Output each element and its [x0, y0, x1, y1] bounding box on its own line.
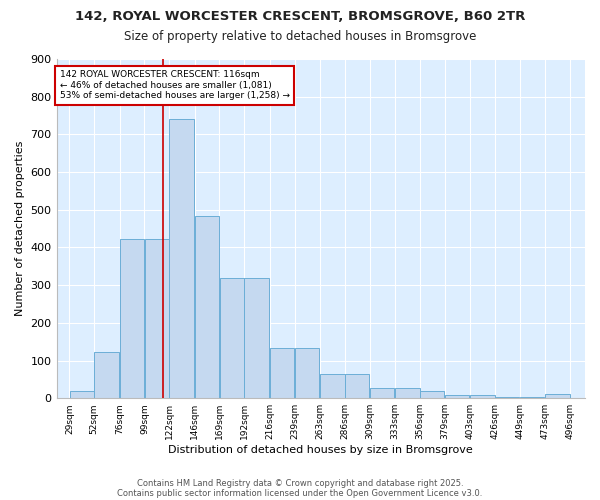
Text: Contains HM Land Registry data © Crown copyright and database right 2025.: Contains HM Land Registry data © Crown c… [137, 478, 463, 488]
Bar [244, 278, 269, 398]
Text: 142, ROYAL WORCESTER CRESCENT, BROMSGROVE, B60 2TR: 142, ROYAL WORCESTER CRESCENT, BROMSGROV… [75, 10, 525, 23]
Bar [169, 120, 194, 398]
Bar [495, 396, 520, 398]
Text: Size of property relative to detached houses in Bromsgrove: Size of property relative to detached ho… [124, 30, 476, 43]
Bar [370, 388, 394, 398]
Bar [295, 348, 319, 398]
Bar [345, 374, 370, 398]
Bar [195, 216, 220, 398]
Bar [220, 278, 244, 398]
Bar [545, 394, 570, 398]
Text: Contains public sector information licensed under the Open Government Licence v3: Contains public sector information licen… [118, 488, 482, 498]
Bar [120, 239, 144, 398]
Bar [445, 395, 469, 398]
Text: 142 ROYAL WORCESTER CRESCENT: 116sqm
← 46% of detached houses are smaller (1,081: 142 ROYAL WORCESTER CRESCENT: 116sqm ← 4… [60, 70, 290, 100]
Bar [320, 374, 345, 398]
Bar [94, 352, 119, 398]
Bar [420, 390, 445, 398]
X-axis label: Distribution of detached houses by size in Bromsgrove: Distribution of detached houses by size … [169, 445, 473, 455]
Bar [395, 388, 420, 398]
Bar [270, 348, 295, 398]
Bar [470, 395, 495, 398]
Bar [145, 239, 169, 398]
Bar [70, 390, 94, 398]
Y-axis label: Number of detached properties: Number of detached properties [15, 141, 25, 316]
Bar [520, 396, 544, 398]
